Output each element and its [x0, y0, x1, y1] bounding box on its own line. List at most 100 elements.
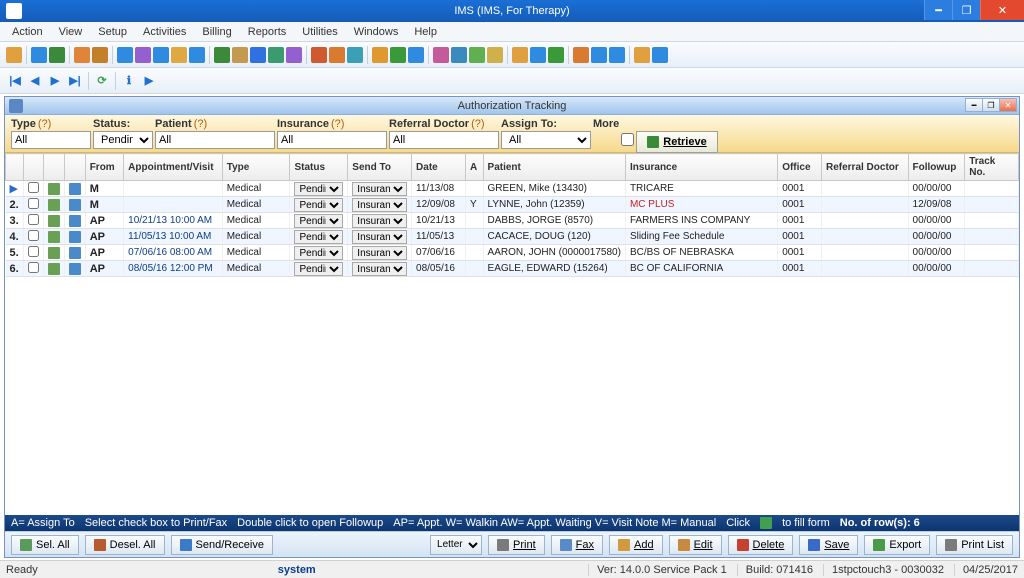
status-select[interactable]: Pending	[290, 261, 348, 277]
print-button[interactable]: Print	[488, 535, 545, 555]
menu-billing[interactable]: Billing	[194, 24, 239, 40]
row-check[interactable]	[23, 213, 43, 229]
refdoc-input[interactable]	[389, 131, 499, 149]
table-row[interactable]: ▶MMedicalPendingInsurance11/13/08GREEN, …	[6, 181, 1019, 197]
col-header[interactable]	[64, 154, 85, 181]
note-icon[interactable]	[43, 229, 64, 245]
toolbar-icon[interactable]	[372, 47, 388, 63]
table-row[interactable]: 3.AP10/21/13 10:00 AMMedicalPendingInsur…	[6, 213, 1019, 229]
col-header[interactable]: Appointment/Visit	[124, 154, 223, 181]
inner-restore[interactable]: ❐	[982, 98, 1000, 112]
toolbar-icon[interactable]	[609, 47, 625, 63]
delete-button[interactable]: Delete	[728, 535, 794, 555]
doc-icon[interactable]	[64, 197, 85, 213]
col-header[interactable]	[6, 154, 24, 181]
doc-icon[interactable]	[64, 261, 85, 277]
inner-close[interactable]: ✕	[999, 98, 1017, 112]
toolbar-icon[interactable]	[214, 47, 230, 63]
export-button[interactable]: Export	[864, 535, 930, 555]
appointment[interactable]: 11/05/13 10:00 AM	[124, 229, 223, 245]
sendto-select[interactable]: Insurance	[348, 229, 412, 245]
insurance-input[interactable]	[277, 131, 387, 149]
nav-icon[interactable]: |◀	[6, 73, 24, 89]
letter-select[interactable]: Letter	[430, 535, 482, 555]
grid[interactable]: FromAppointment/VisitTypeStatusSend ToDa…	[5, 153, 1019, 515]
menu-view[interactable]: View	[51, 24, 91, 40]
deselect-all-button[interactable]: Desel. All	[85, 535, 165, 555]
table-row[interactable]: 2.MMedicalPendingInsurance12/09/08YLYNNE…	[6, 197, 1019, 213]
doc-icon[interactable]	[64, 213, 85, 229]
toolbar-icon[interactable]	[189, 47, 205, 63]
row-check[interactable]	[23, 197, 43, 213]
sendto-select[interactable]: Insurance	[348, 197, 412, 213]
toolbar-icon[interactable]	[117, 47, 133, 63]
status-select[interactable]: Pending	[290, 229, 348, 245]
save-button[interactable]: Save	[799, 535, 858, 555]
table-row[interactable]: 4.AP11/05/13 10:00 AMMedicalPendingInsur…	[6, 229, 1019, 245]
toolbar-icon[interactable]	[92, 47, 108, 63]
toolbar-icon[interactable]	[573, 47, 589, 63]
toolbar-icon[interactable]	[451, 47, 467, 63]
more-checkbox[interactable]	[621, 133, 634, 146]
nav-icon[interactable]: ▶|	[66, 73, 84, 89]
toolbar-icon[interactable]	[329, 47, 345, 63]
note-icon[interactable]	[43, 213, 64, 229]
restore-button[interactable]: ❐	[952, 0, 980, 20]
send-receive-button[interactable]: Send/Receive	[171, 535, 274, 555]
inner-minimize[interactable]: ━	[965, 98, 983, 112]
menu-help[interactable]: Help	[406, 24, 445, 40]
assign-select[interactable]: All	[501, 131, 591, 149]
menu-windows[interactable]: Windows	[346, 24, 407, 40]
type-input[interactable]	[11, 131, 91, 149]
toolbar-icon[interactable]	[49, 47, 65, 63]
fax-button[interactable]: Fax	[551, 535, 603, 555]
toolbar-icon[interactable]	[408, 47, 424, 63]
appointment[interactable]: 10/21/13 10:00 AM	[124, 213, 223, 229]
menu-setup[interactable]: Setup	[90, 24, 135, 40]
toolbar-icon[interactable]	[286, 47, 302, 63]
toolbar-icon[interactable]	[347, 47, 363, 63]
col-header[interactable]: From	[85, 154, 123, 181]
print-list-button[interactable]: Print List	[936, 535, 1013, 555]
toolbar-icon[interactable]	[311, 47, 327, 63]
col-header[interactable]: Date	[412, 154, 466, 181]
col-header[interactable]: Referral Doctor	[821, 154, 908, 181]
toolbar-icon[interactable]	[512, 47, 528, 63]
col-header[interactable]: Patient	[483, 154, 625, 181]
sendto-select[interactable]: Insurance	[348, 261, 412, 277]
toolbar-icon[interactable]	[530, 47, 546, 63]
toolbar-icon[interactable]	[433, 47, 449, 63]
patient-input[interactable]	[155, 131, 275, 149]
toolbar-icon[interactable]	[250, 47, 266, 63]
menu-action[interactable]: Action	[4, 24, 51, 40]
nav-icon[interactable]: ⟳	[93, 73, 111, 89]
col-header[interactable]	[43, 154, 64, 181]
sendto-select[interactable]: Insurance	[348, 213, 412, 229]
nav-icon[interactable]: ▶	[46, 73, 64, 89]
toolbar-icon[interactable]	[268, 47, 284, 63]
nav-icon[interactable]: ◀	[26, 73, 44, 89]
col-header[interactable]: Track No.	[965, 154, 1019, 181]
toolbar-icon[interactable]	[74, 47, 90, 63]
status-select[interactable]: Pending	[290, 245, 348, 261]
toolbar-icon[interactable]	[135, 47, 151, 63]
row-check[interactable]	[23, 181, 43, 197]
sendto-select[interactable]: Insurance	[348, 245, 412, 261]
col-header[interactable]: Followup	[908, 154, 965, 181]
status-select[interactable]: Pending	[290, 181, 348, 197]
toolbar-icon[interactable]	[487, 47, 503, 63]
status-select[interactable]: Pending	[290, 197, 348, 213]
retrieve-button[interactable]: Retrieve	[636, 131, 717, 153]
toolbar-icon[interactable]	[6, 47, 22, 63]
col-header[interactable]: Send To	[348, 154, 412, 181]
menu-reports[interactable]: Reports	[240, 24, 295, 40]
toolbar-icon[interactable]	[591, 47, 607, 63]
note-icon[interactable]	[43, 245, 64, 261]
appointment[interactable]: 08/05/16 12:00 PM	[124, 261, 223, 277]
doc-icon[interactable]	[64, 245, 85, 261]
toolbar-icon[interactable]	[469, 47, 485, 63]
nav-icon[interactable]: ▶	[140, 73, 158, 89]
table-row[interactable]: 5.AP07/06/16 08:00 AMMedicalPendingInsur…	[6, 245, 1019, 261]
toolbar-icon[interactable]	[548, 47, 564, 63]
row-check[interactable]	[23, 261, 43, 277]
